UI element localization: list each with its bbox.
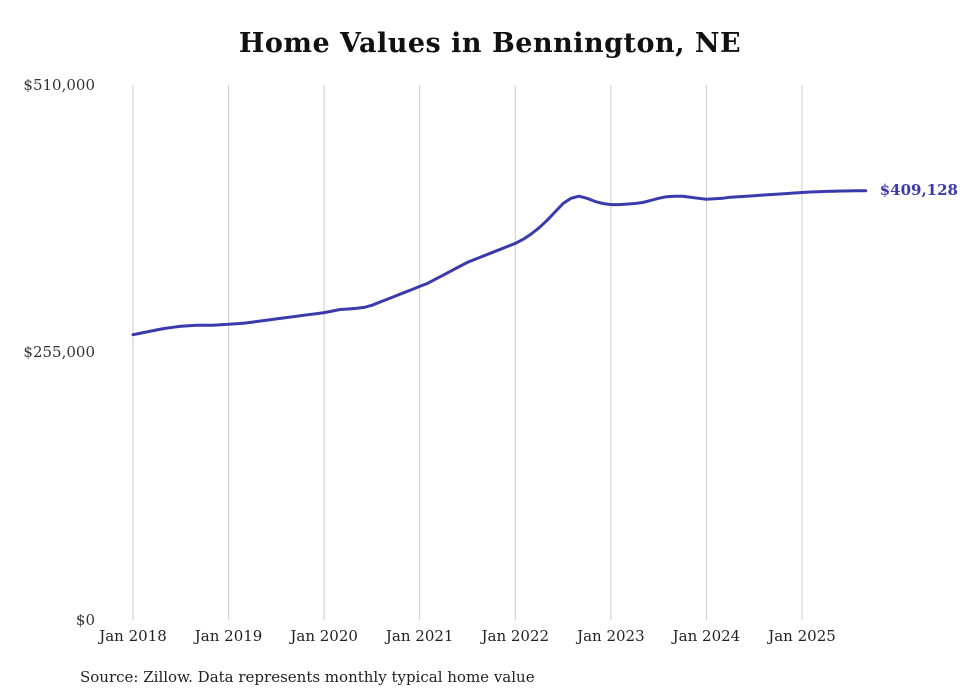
x-tick-label: Jan 2019 bbox=[194, 627, 263, 645]
x-tick-label: Jan 2023 bbox=[577, 627, 645, 645]
y-axis-tick-255000: $255,000 bbox=[23, 343, 95, 361]
y-axis-tick-510000: $510,000 bbox=[23, 76, 95, 94]
x-tick-label: Jan 2024 bbox=[672, 627, 741, 645]
x-tick-label: Jan 2022 bbox=[481, 627, 550, 645]
x-tick-label: Jan 2021 bbox=[385, 627, 454, 645]
chart-title: Home Values in Bennington, NE bbox=[238, 28, 742, 59]
source-note: Source: Zillow. Data represents monthly … bbox=[80, 668, 535, 686]
x-tick-label: Jan 2025 bbox=[768, 627, 836, 645]
x-tick-label: Jan 2020 bbox=[290, 627, 358, 645]
y-axis-tick-0: $0 bbox=[75, 611, 95, 629]
x-tick-label: Jan 2018 bbox=[99, 627, 167, 645]
home-value-line bbox=[131, 189, 868, 337]
latest-value-label: $409,128 bbox=[879, 180, 958, 199]
